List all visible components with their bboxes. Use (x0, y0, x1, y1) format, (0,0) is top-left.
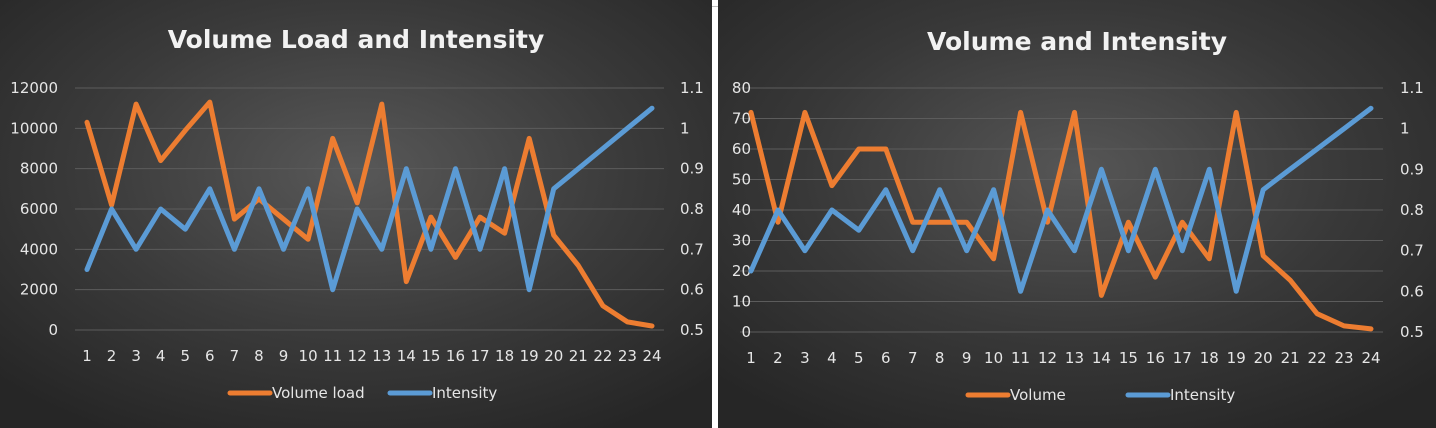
legend-label: Volume (1010, 386, 1066, 404)
x-tick-label: 9 (962, 349, 972, 367)
y-left-tick-label: 10000 (10, 119, 58, 137)
x-tick-label: 10 (984, 349, 1003, 367)
y-right-tick-label: 0.9 (680, 160, 704, 178)
y-right-tick-label: 0.5 (680, 321, 704, 339)
x-tick-label: 4 (827, 349, 837, 367)
y-left-tick-label: 20 (732, 262, 751, 280)
series-line-volume (748, 109, 1374, 332)
y-right-tick-label: 0.5 (1400, 323, 1424, 341)
x-tick-label: 20 (544, 347, 563, 365)
x-tick-label: 1 (82, 347, 92, 365)
y-right-tick-label: 0.7 (680, 240, 704, 258)
y-left-tick-label: 0 (741, 323, 751, 341)
x-tick-label: 17 (470, 347, 489, 365)
x-tick-label: 5 (180, 347, 190, 365)
y-left-tick-label: 6000 (20, 200, 58, 218)
y-right-tick-label: 0.7 (1400, 242, 1424, 260)
x-tick-label: 11 (1011, 349, 1030, 367)
legend-label: Intensity (1170, 386, 1235, 404)
x-tick-label: 19 (520, 347, 539, 365)
x-tick-label: 14 (397, 347, 416, 365)
legend-label: Intensity (432, 384, 497, 402)
series-line-volume-load (84, 99, 655, 329)
x-tick-label: 18 (495, 347, 514, 365)
x-tick-label: 8 (254, 347, 264, 365)
x-tick-label: 11 (323, 347, 342, 365)
x-tick-label: 13 (1065, 349, 1084, 367)
chart-title: Volume Load and Intensity (168, 25, 545, 54)
x-tick-label: 22 (1308, 349, 1327, 367)
chart-panel-volume: Volume and Intensity 80 70 60 50 40 30 20 10 0 1.1… (718, 0, 1436, 428)
y-right-tick-label: 0.8 (680, 200, 704, 218)
chart-title: Volume and Intensity (927, 27, 1227, 56)
x-tick-label: 8 (935, 349, 945, 367)
x-tick-label: 3 (131, 347, 141, 365)
x-tick-label: 7 (908, 349, 918, 367)
x-tick-label: 21 (569, 347, 588, 365)
x-tick-label: 2 (107, 347, 117, 365)
y-right-tick-label: 0.6 (1400, 282, 1424, 300)
y-left-tick-label: 70 (732, 110, 751, 128)
y-left-tick-label: 4000 (20, 240, 58, 258)
x-tick-label: 2 (773, 349, 783, 367)
x-tick-label: 13 (372, 347, 391, 365)
y-right-tick-label: 0.9 (1400, 160, 1424, 178)
series-line-intensity (748, 105, 1374, 294)
y-left-tick-label: 40 (732, 201, 751, 219)
x-tick-label: 7 (230, 347, 240, 365)
y-left-tick-label: 8000 (20, 160, 58, 178)
y-right-tick-label: 1.1 (680, 79, 704, 97)
x-tick-label: 23 (618, 347, 637, 365)
y-right-tick-label: 0.6 (680, 281, 704, 299)
y-right-tick-label: 1 (1400, 120, 1410, 138)
chart-volume-intensity: Volume and Intensity 80 70 60 50 40 30 20 10 0 1.1… (732, 27, 1424, 404)
x-tick-label: 6 (205, 347, 215, 365)
x-tick-label: 16 (1146, 349, 1165, 367)
y-left-tick-label: 30 (732, 232, 751, 250)
x-tick-label: 19 (1227, 349, 1246, 367)
x-tick-label: 15 (1119, 349, 1138, 367)
x-tick-label: 10 (299, 347, 318, 365)
y-left-tick-label: 0 (48, 321, 58, 339)
x-tick-label: 24 (1361, 349, 1380, 367)
x-tick-label: 5 (854, 349, 864, 367)
x-tick-label: 17 (1173, 349, 1192, 367)
x-tick-label: 20 (1254, 349, 1273, 367)
y-left-tick-label: 10 (732, 293, 751, 311)
y-right-tick-label: 1 (680, 119, 690, 137)
y-left-tick-label: 50 (732, 171, 751, 189)
y-left-tick-label: 80 (732, 79, 751, 97)
x-tick-label: 23 (1334, 349, 1353, 367)
x-tick-label: 14 (1092, 349, 1111, 367)
x-tick-label: 18 (1200, 349, 1219, 367)
y-left-tick-label: 12000 (10, 79, 58, 97)
x-tick-label: 3 (800, 349, 810, 367)
x-tick-label: 12 (348, 347, 367, 365)
y-left-tick-label: 60 (732, 140, 751, 158)
y-left-tick-label: 2000 (20, 281, 58, 299)
x-tick-label: 6 (881, 349, 891, 367)
x-tick-label: 24 (642, 347, 661, 365)
chart-volume-load-intensity: Volume Load and Intensity120001000080006… (10, 25, 704, 402)
x-tick-label: 9 (279, 347, 289, 365)
legend-label: Volume load (272, 384, 365, 402)
x-tick-label: 4 (156, 347, 166, 365)
x-tick-label: 15 (421, 347, 440, 365)
series-line-intensity (84, 105, 655, 293)
x-tick-label: 1 (746, 349, 756, 367)
y-right-tick-label: 0.8 (1400, 201, 1424, 219)
x-tick-label: 12 (1038, 349, 1057, 367)
x-tick-label: 21 (1281, 349, 1300, 367)
chart-panel-volume-load: Volume Load and Intensity 12000 10000 8000 6… (0, 0, 712, 428)
y-right-tick-label: 1.1 (1400, 79, 1424, 97)
x-tick-label: 22 (593, 347, 612, 365)
x-tick-label: 16 (446, 347, 465, 365)
